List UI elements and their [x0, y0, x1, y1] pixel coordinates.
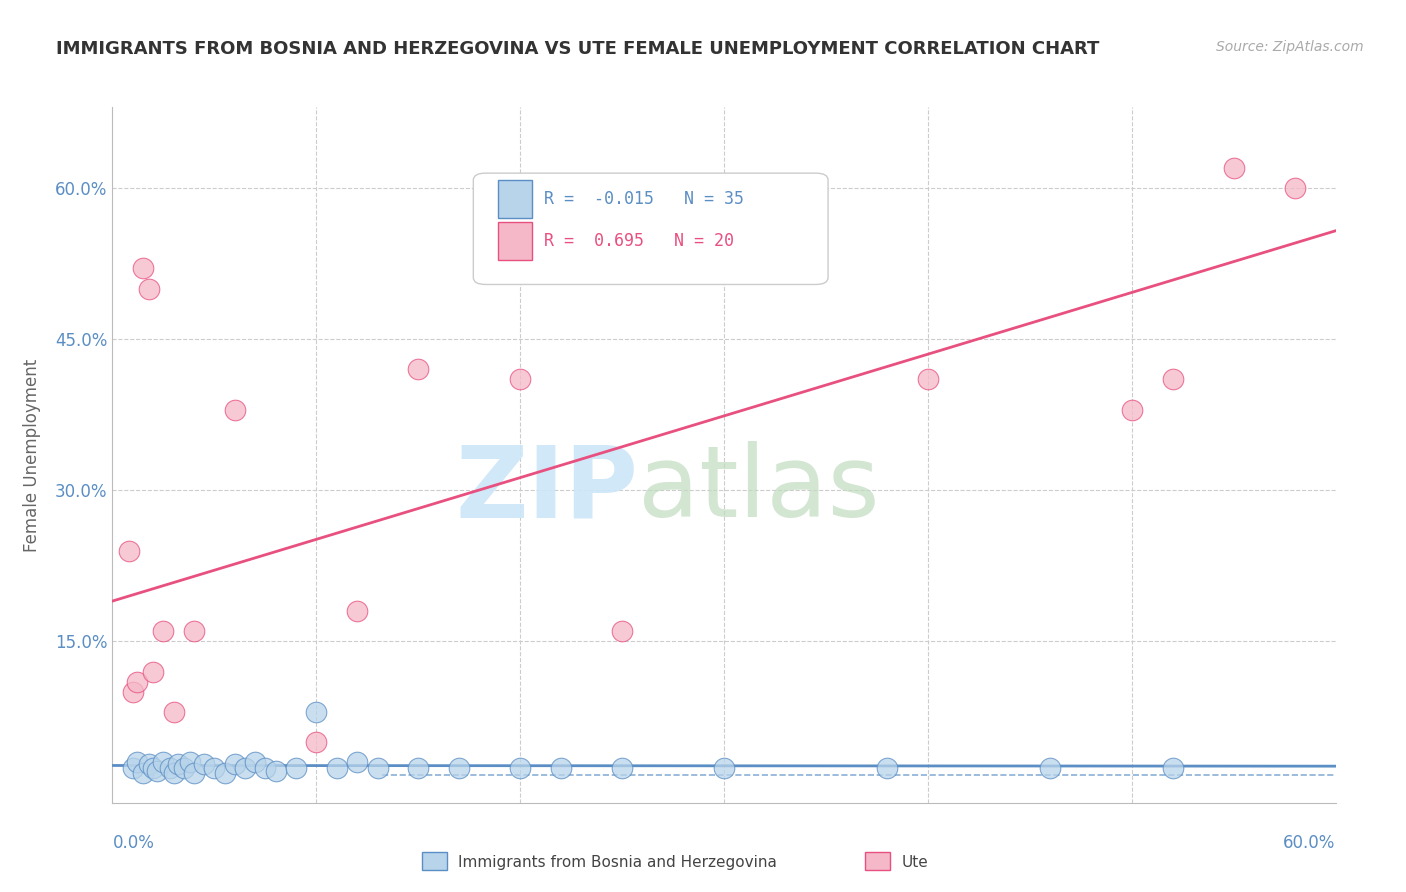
Point: [447, 760, 470, 774]
Point: [142, 760, 165, 774]
Point: [183, 624, 205, 639]
Point: [138, 757, 160, 772]
Text: Source: ZipAtlas.com: Source: ZipAtlas.com: [1216, 40, 1364, 54]
Point: [125, 674, 148, 689]
Point: [173, 760, 195, 774]
Point: [163, 765, 186, 780]
Point: [254, 760, 277, 774]
Point: [1039, 760, 1062, 774]
Point: [1284, 180, 1306, 194]
Point: [146, 764, 169, 778]
Point: [142, 665, 165, 679]
Text: Ute: Ute: [901, 855, 928, 870]
FancyBboxPatch shape: [474, 173, 828, 285]
Point: [326, 760, 349, 774]
Point: [1161, 760, 1184, 774]
Text: atlas: atlas: [638, 442, 880, 538]
Bar: [498, 180, 531, 219]
Point: [1223, 161, 1246, 175]
Point: [346, 604, 368, 618]
Point: [509, 372, 531, 386]
Point: [132, 765, 155, 780]
Point: [408, 760, 430, 774]
Point: [224, 402, 246, 417]
Point: [166, 757, 188, 772]
Point: [245, 756, 267, 770]
Point: [408, 362, 430, 376]
Point: [1161, 372, 1184, 386]
Point: [224, 757, 246, 772]
Point: [305, 705, 328, 719]
Point: [284, 760, 308, 774]
Bar: [498, 222, 531, 260]
Point: [125, 756, 148, 770]
Point: [610, 624, 633, 639]
Point: [1121, 402, 1143, 417]
Point: [138, 281, 160, 295]
Point: [159, 760, 181, 774]
Text: Immigrants from Bosnia and Herzegovina: Immigrants from Bosnia and Herzegovina: [458, 855, 778, 870]
Point: [193, 757, 215, 772]
Point: [163, 705, 186, 719]
Point: [204, 760, 226, 774]
Point: [152, 756, 174, 770]
Point: [122, 685, 145, 699]
Text: IMMIGRANTS FROM BOSNIA AND HERZEGOVINA VS UTE FEMALE UNEMPLOYMENT CORRELATION CH: IMMIGRANTS FROM BOSNIA AND HERZEGOVINA V…: [56, 40, 1099, 58]
Point: [264, 764, 287, 778]
Point: [917, 372, 939, 386]
Point: [179, 756, 201, 770]
Text: R =  0.695   N = 20: R = 0.695 N = 20: [544, 232, 734, 250]
Point: [152, 624, 174, 639]
Text: 60.0%: 60.0%: [1284, 834, 1336, 852]
Point: [550, 760, 572, 774]
Point: [713, 760, 735, 774]
Point: [509, 760, 531, 774]
Point: [610, 760, 633, 774]
Point: [876, 760, 898, 774]
Text: R =  -0.015   N = 35: R = -0.015 N = 35: [544, 190, 744, 208]
Y-axis label: Female Unemployment: Female Unemployment: [24, 359, 41, 551]
Text: ZIP: ZIP: [456, 442, 638, 538]
Text: 0.0%: 0.0%: [112, 834, 155, 852]
Point: [346, 756, 368, 770]
Point: [183, 765, 205, 780]
Point: [122, 760, 145, 774]
Point: [132, 261, 155, 276]
Point: [366, 760, 388, 774]
Point: [305, 735, 328, 749]
Point: [233, 760, 256, 774]
Point: [214, 765, 236, 780]
Point: [118, 543, 141, 558]
